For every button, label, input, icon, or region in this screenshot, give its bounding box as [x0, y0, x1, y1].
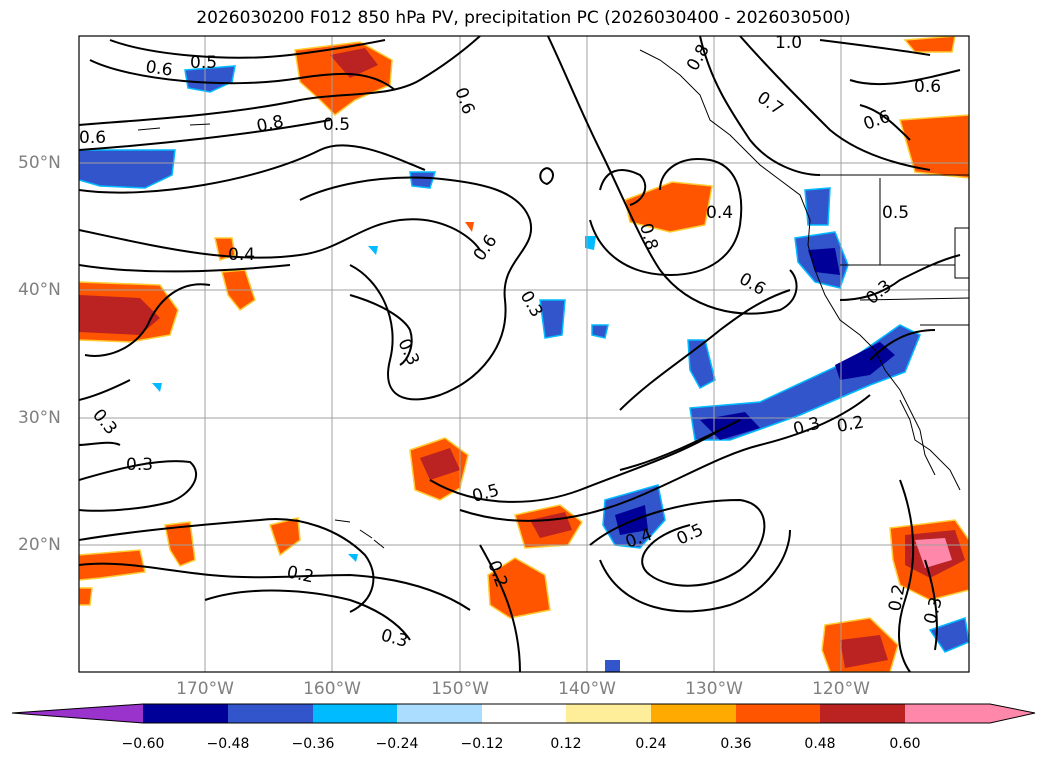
colorbar-tick-label: −0.24	[375, 736, 419, 752]
colorbar-swatch	[820, 704, 905, 723]
lon-label: 160°W	[303, 679, 361, 699]
lat-label: 30°N	[18, 408, 61, 428]
colorbar-outline	[11, 703, 1036, 724]
lon-label: 120°W	[812, 679, 870, 699]
contour-label: 0.4	[228, 245, 255, 265]
colorbar-swatch	[397, 704, 482, 723]
colorbar-swatch	[651, 704, 736, 723]
lon-label: 140°W	[558, 679, 616, 699]
lon-label: 130°W	[685, 679, 743, 699]
colorbar-extend-max	[905, 704, 1035, 723]
colorbar-swatch	[566, 704, 651, 723]
colorbar-tick-label: −0.48	[206, 736, 250, 752]
contour-label: 0.4	[706, 203, 733, 223]
contour-label: 0.6	[914, 77, 941, 97]
contour-label: 0.5	[323, 115, 350, 135]
pv-contours	[79, 36, 961, 672]
lon-label: 170°W	[176, 679, 234, 699]
contour-label: 0.6	[144, 57, 174, 81]
colorbar-swatch	[228, 704, 313, 723]
graticule	[79, 36, 969, 672]
lon-label: 150°W	[431, 679, 489, 699]
map-frame	[78, 35, 970, 673]
colorbar-tick-label: 0.12	[550, 736, 582, 752]
contour-label: 0.3	[126, 455, 153, 475]
map-title: 2026030200 F012 850 hPa PV, precipitatio…	[196, 8, 851, 28]
precip-negative-shading	[79, 65, 969, 672]
colorbar-extend-min	[12, 704, 143, 723]
contour-label: 0.2	[835, 413, 865, 437]
contour-label: 0.5	[190, 53, 217, 73]
colorbar	[11, 703, 1036, 724]
colorbar-swatch	[143, 704, 228, 723]
contour-label: 0.6	[79, 128, 106, 148]
colorbar-tick-label: 0.36	[720, 736, 752, 752]
coastlines	[137, 49, 969, 549]
colorbar-tick-label: 0.60	[889, 736, 921, 752]
colorbar-swatch	[736, 704, 820, 723]
contour-label: 0.2	[885, 583, 909, 613]
colorbar-tick-label: −0.12	[460, 736, 504, 752]
colorbar-tick-label: −0.36	[291, 736, 335, 752]
colorbar-tick-label: −0.60	[121, 736, 165, 752]
colorbar-swatch	[482, 704, 566, 723]
colorbar-tick-label: 0.24	[635, 736, 667, 752]
lat-label: 50°N	[18, 153, 61, 173]
contour-label: 0.5	[882, 203, 909, 223]
lat-label: 40°N	[18, 280, 61, 300]
colorbar-tick-label: 0.48	[804, 736, 836, 752]
contour-label: 1.0	[775, 33, 802, 53]
lat-label: 20°N	[18, 535, 61, 555]
colorbar-swatch	[313, 704, 397, 723]
